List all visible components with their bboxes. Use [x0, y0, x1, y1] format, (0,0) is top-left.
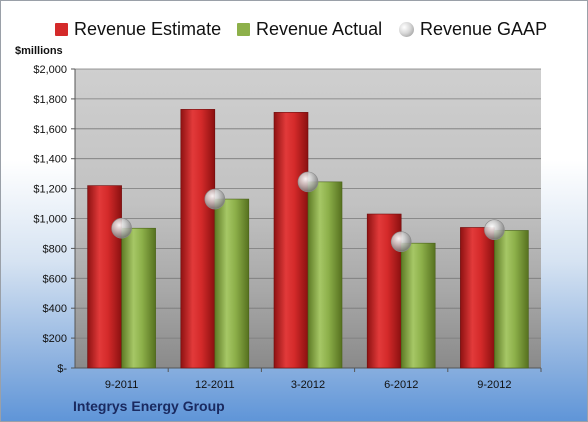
y-tick-label: $800	[43, 243, 67, 255]
bar-actual	[121, 227, 156, 369]
legend-swatch-estimate	[55, 22, 68, 36]
y-tick-label: $-	[57, 363, 67, 375]
company-title: Integrys Energy Group	[73, 398, 225, 414]
bar-estimate	[273, 112, 309, 369]
legend-swatch-gaap	[399, 21, 414, 37]
bar-actual	[494, 230, 529, 369]
marker-gaap	[484, 219, 505, 241]
bar-estimate	[87, 185, 122, 369]
y-axis-unit-label: $millions	[15, 45, 63, 57]
y-tick-label: $200	[43, 333, 67, 345]
y-tick-label: $400	[43, 303, 67, 315]
legend-item-actual: Revenue Actual	[237, 17, 382, 41]
y-tick-label: $1,600	[33, 124, 67, 136]
y-tick-label: $1,000	[33, 214, 67, 226]
bar-actual	[307, 181, 343, 369]
bar-actual	[214, 198, 250, 369]
x-tick-label: 9-2012	[477, 379, 511, 391]
legend: Revenue Estimate Revenue Actual Revenue …	[1, 17, 587, 41]
marker-gaap	[390, 231, 412, 252]
x-tick-label: 6-2012	[384, 379, 418, 391]
legend-item-gaap: Revenue GAAP	[399, 17, 547, 41]
bar-estimate	[460, 227, 495, 369]
marker-gaap	[111, 217, 132, 239]
legend-label-gaap: Revenue GAAP	[420, 18, 548, 39]
legend-item-estimate: Revenue Estimate	[55, 17, 221, 41]
x-tick-label: 3-2012	[291, 379, 325, 391]
legend-label-actual: Revenue Actual	[256, 18, 383, 39]
x-tick-label: 12-2011	[195, 379, 235, 391]
y-tick-label: $600	[43, 273, 67, 285]
y-tick-label: $2,000	[33, 64, 67, 76]
bar-estimate	[180, 109, 216, 369]
legend-label-estimate: Revenue Estimate	[74, 18, 222, 39]
y-tick-label: $1,200	[33, 184, 67, 196]
marker-gaap	[204, 188, 226, 210]
x-tick-label: 9-2011	[105, 379, 138, 391]
legend-swatch-actual	[237, 22, 250, 36]
marker-gaap	[297, 171, 319, 193]
bar-actual	[400, 242, 436, 369]
y-tick-label: $1,400	[33, 154, 67, 166]
y-tick-label: $1,800	[33, 94, 67, 106]
